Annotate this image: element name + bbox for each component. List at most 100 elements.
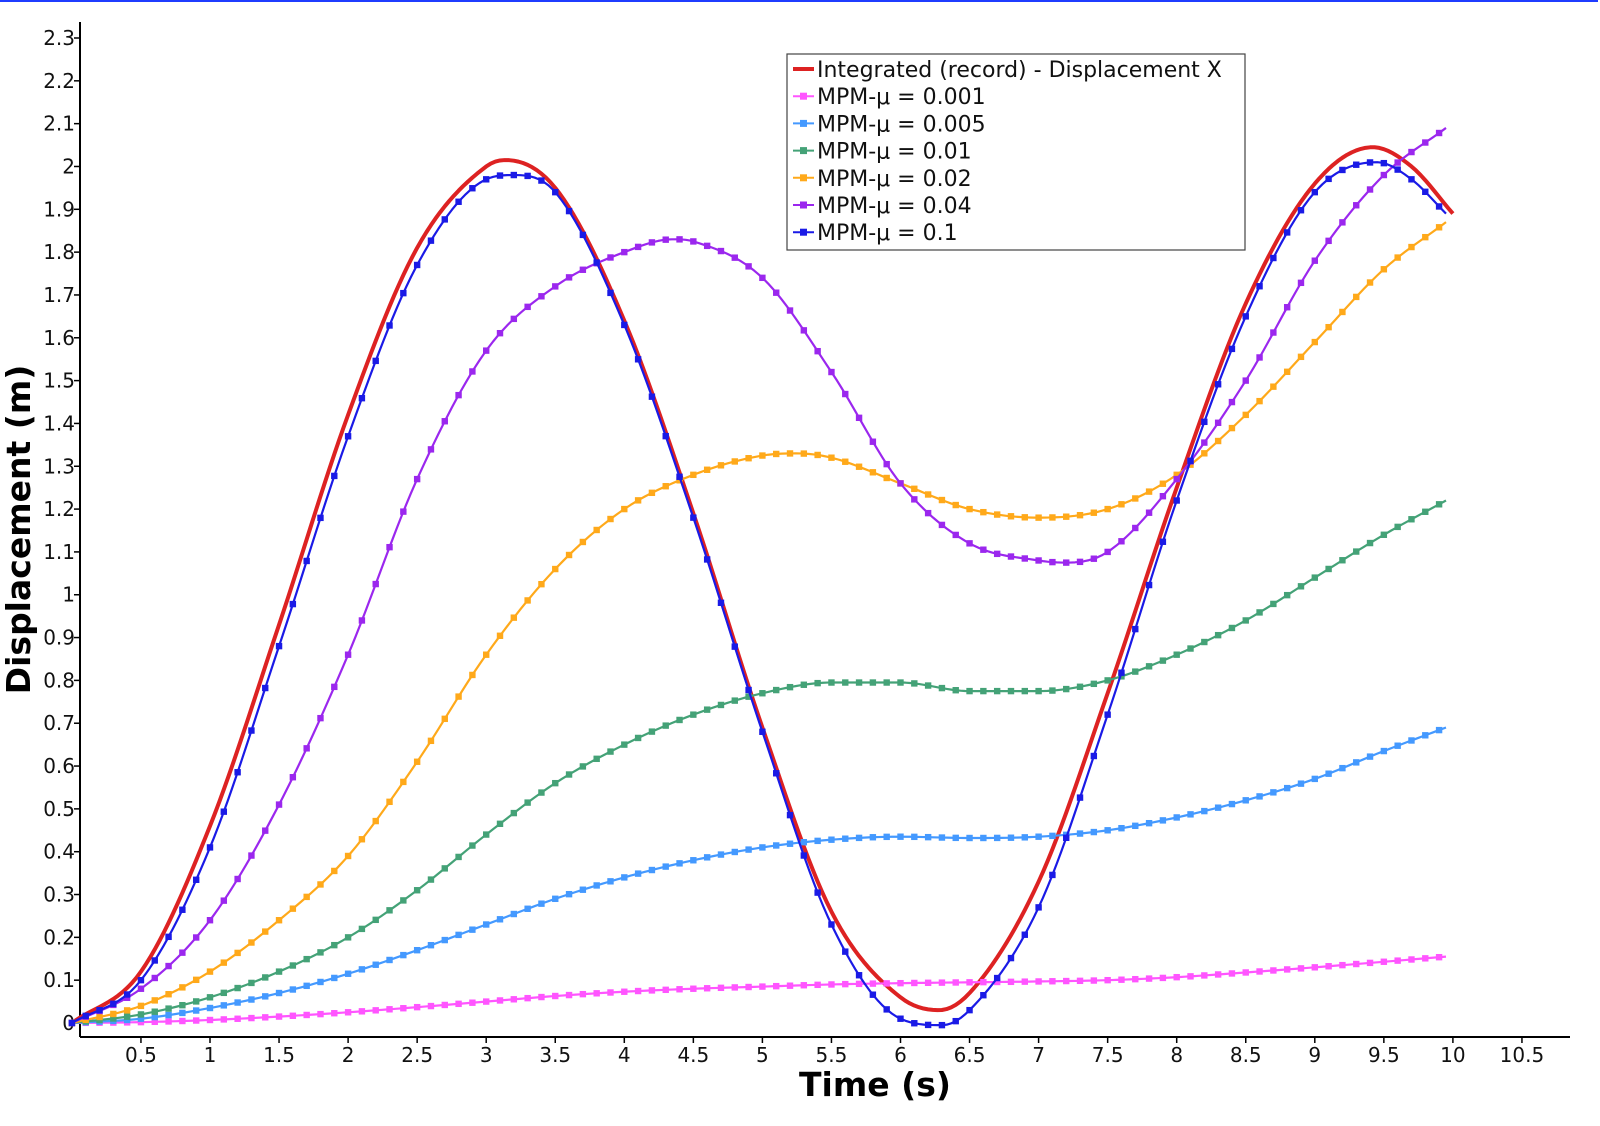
series-point — [206, 968, 214, 975]
series-point — [441, 216, 448, 223]
x-axis-title: Time (s) — [799, 1065, 951, 1104]
series-point — [524, 172, 531, 180]
series-point — [289, 600, 297, 608]
series-point — [413, 758, 421, 765]
series-point — [496, 916, 504, 923]
series-point — [1076, 977, 1084, 985]
series-point — [96, 1006, 103, 1014]
series-point — [1159, 480, 1167, 487]
series-point — [842, 835, 849, 842]
series-point — [1256, 397, 1263, 405]
series-point — [331, 472, 338, 480]
series-point — [1283, 966, 1291, 973]
series-point — [137, 1011, 145, 1018]
series-point — [331, 974, 338, 982]
series-point — [1201, 439, 1208, 446]
series-point — [1270, 383, 1277, 390]
series-point — [1394, 523, 1401, 531]
series-point — [1339, 557, 1346, 564]
series-point — [1394, 957, 1401, 964]
series-point — [924, 833, 932, 841]
series-point — [455, 1000, 462, 1008]
series-point — [469, 185, 476, 192]
series-point — [1104, 677, 1111, 684]
series-point — [897, 679, 904, 686]
series-point — [165, 962, 172, 970]
series-point — [234, 999, 241, 1006]
series-point — [317, 714, 324, 722]
series-point — [317, 949, 324, 956]
series-point — [800, 327, 808, 334]
series-point — [952, 501, 959, 509]
series-point — [1035, 687, 1042, 695]
series-point — [911, 833, 918, 841]
series-point — [993, 511, 1001, 518]
series-point — [455, 693, 462, 700]
series-point — [731, 254, 738, 261]
legend-label: Integrated (record) - Displacement X — [817, 58, 1222, 83]
series-point — [1394, 254, 1401, 261]
series-point — [579, 538, 587, 546]
series-point — [151, 1008, 158, 1015]
series-line — [71, 161, 1447, 1027]
series-point — [1090, 555, 1098, 562]
series-point — [952, 979, 959, 986]
series-point — [234, 949, 241, 957]
series-point — [179, 949, 186, 956]
series-point — [317, 881, 324, 888]
series-point — [1007, 978, 1015, 986]
legend-item: MPM-μ = 0.001 — [793, 85, 986, 110]
y-tick-label: 1.6 — [43, 326, 75, 350]
series-point — [621, 321, 628, 329]
series-point — [1049, 978, 1056, 985]
series-point — [745, 455, 752, 462]
series-point — [1242, 377, 1249, 384]
series-point — [483, 651, 490, 658]
series-point — [897, 1015, 904, 1022]
series-point — [1021, 687, 1028, 695]
series-point — [358, 394, 366, 402]
series-point — [165, 1005, 172, 1012]
series-point — [1187, 811, 1194, 818]
series-point — [1422, 732, 1429, 739]
y-tick-label: 1.9 — [43, 197, 75, 221]
series-point — [966, 979, 973, 986]
series-point — [1422, 508, 1429, 515]
series-point — [1283, 784, 1291, 792]
series-point — [1339, 764, 1346, 772]
series-point — [151, 974, 158, 982]
series-point — [1063, 834, 1070, 841]
series-point — [1242, 797, 1249, 804]
series-point — [773, 770, 780, 777]
series-point — [911, 680, 918, 687]
series-point — [759, 844, 766, 851]
y-tick-label: 0.7 — [43, 711, 75, 735]
series-point — [1173, 497, 1180, 504]
series-point — [607, 878, 614, 885]
y-tick-label: 0.8 — [43, 668, 75, 692]
series-point — [1118, 824, 1125, 832]
series-point — [275, 801, 283, 808]
series-point — [400, 778, 407, 786]
series-point — [1118, 501, 1125, 508]
series-point — [1339, 219, 1346, 226]
series-point — [1339, 166, 1346, 174]
series-point — [966, 834, 973, 842]
series-point — [123, 994, 131, 1001]
series-point — [400, 951, 407, 959]
series-point — [952, 687, 959, 694]
series-1 — [68, 953, 1447, 1027]
series-point — [828, 921, 835, 928]
series-point — [1366, 753, 1374, 760]
series-point — [1049, 871, 1056, 879]
series-point — [123, 1007, 131, 1014]
series-point — [1090, 680, 1098, 688]
series-point — [731, 848, 738, 856]
series-point — [607, 748, 614, 755]
series-point — [855, 972, 863, 979]
series-point — [1242, 617, 1249, 624]
series-point — [220, 897, 228, 904]
series-point — [1380, 747, 1388, 755]
y-tick-label: 1.3 — [43, 454, 75, 478]
series-point — [538, 293, 545, 300]
